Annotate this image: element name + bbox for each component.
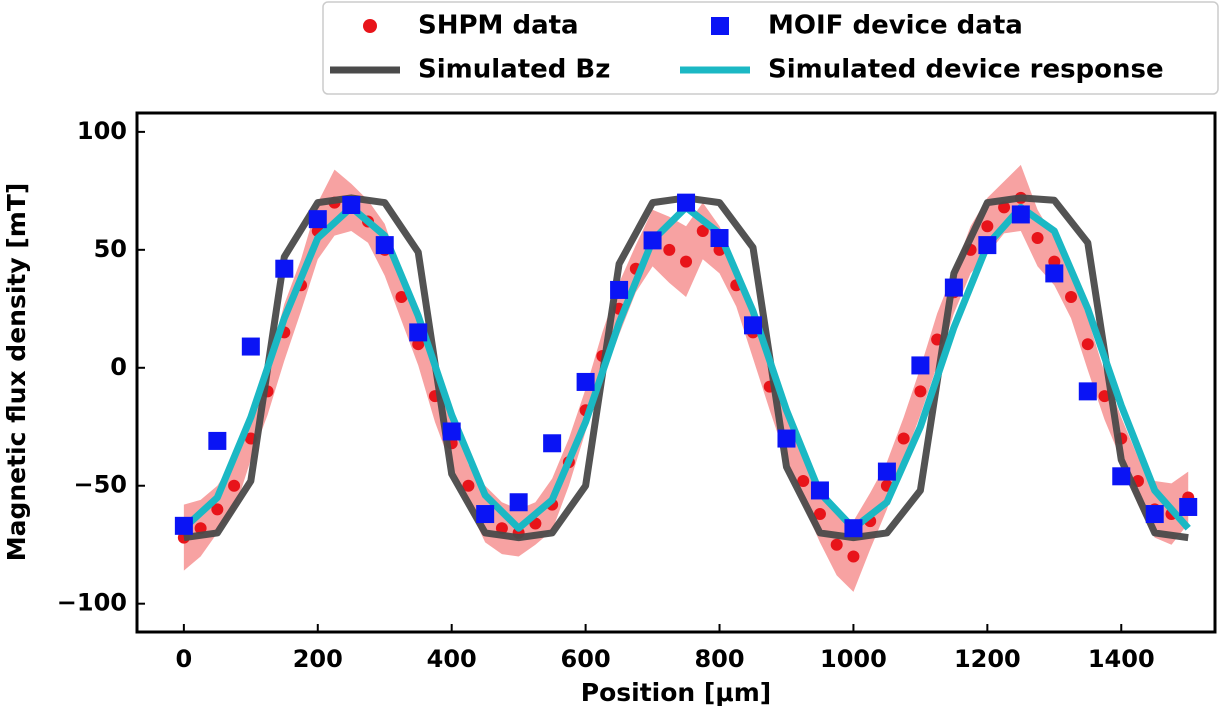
dot-marker (847, 550, 860, 563)
dot-marker (680, 255, 693, 268)
legend-label: MOIF device data (768, 11, 1023, 41)
square-marker (677, 193, 696, 212)
square-marker (810, 481, 829, 500)
legend-label: SHPM data (418, 11, 579, 41)
square-marker (342, 196, 361, 215)
square-marker (275, 259, 294, 278)
square-marker (610, 280, 629, 299)
y-axis-label: Magnetic flux density [mT] (2, 183, 31, 562)
dot-marker (211, 503, 224, 516)
square-marker (1112, 467, 1131, 486)
x-tick-label: 400 (427, 645, 477, 673)
y-tick-label: −100 (57, 589, 127, 617)
square-marker (375, 236, 394, 255)
square-marker (944, 278, 963, 297)
dot-marker (696, 224, 709, 237)
x-tick-label: 1400 (1088, 645, 1155, 673)
square-marker (911, 356, 930, 375)
square-marker (1145, 505, 1164, 524)
square-marker (643, 231, 662, 250)
legend-label: Simulated Bz (418, 55, 610, 85)
x-tick-label: 200 (293, 645, 343, 673)
dot-marker (981, 220, 994, 233)
dot-marker (1065, 291, 1078, 304)
y-tick-label: 0 (110, 353, 127, 381)
error-band (183, 164, 1189, 592)
x-tick-label: 1000 (820, 645, 887, 673)
square-marker (978, 236, 997, 255)
y-tick-label: −50 (73, 471, 127, 499)
square-marker (777, 429, 796, 448)
square-marker (744, 316, 762, 335)
square-marker (308, 210, 327, 229)
x-tick-label: 1200 (954, 645, 1021, 673)
square-marker (710, 229, 729, 248)
square-marker (1179, 497, 1198, 516)
x-tick-label: 0 (176, 645, 193, 673)
square-marker (877, 462, 896, 481)
square-marker (409, 323, 428, 342)
square-marker (1011, 205, 1030, 224)
dot-marker (830, 538, 843, 551)
square-marker (442, 422, 461, 441)
y-tick-label: 50 (94, 235, 127, 263)
square-marker (844, 519, 863, 538)
dot-marker (998, 201, 1011, 214)
dot-marker (395, 291, 408, 304)
square-marker (241, 337, 260, 356)
square-marker (576, 372, 595, 391)
dot-marker (495, 522, 508, 535)
dot-marker (663, 243, 676, 256)
x-axis-label: Position [μm] (581, 678, 771, 707)
dot-marker (914, 385, 927, 398)
dot-marker (897, 432, 910, 445)
square-marker (208, 431, 227, 450)
square-marker (509, 493, 528, 512)
legend-dot (363, 19, 377, 33)
square-marker (174, 516, 193, 535)
plot-area (174, 164, 1198, 592)
plot-frame (135, 111, 1217, 634)
dot-marker (813, 508, 826, 521)
dot-marker (194, 522, 207, 535)
y-tick-label: 100 (77, 117, 127, 145)
legend-label: Simulated device response (768, 55, 1164, 85)
dot-marker (797, 475, 810, 488)
dot-marker (1031, 232, 1044, 245)
square-marker (476, 505, 495, 524)
x-tick-label: 800 (694, 645, 744, 673)
square-marker (1078, 382, 1097, 401)
square-marker (1045, 264, 1064, 283)
legend-box (322, 1, 1219, 95)
dot-marker (1081, 338, 1094, 351)
dot-marker (462, 479, 475, 492)
legend-square (711, 17, 729, 35)
square-marker (543, 434, 562, 453)
dot-marker (228, 479, 241, 492)
x-tick-label: 600 (561, 645, 611, 673)
